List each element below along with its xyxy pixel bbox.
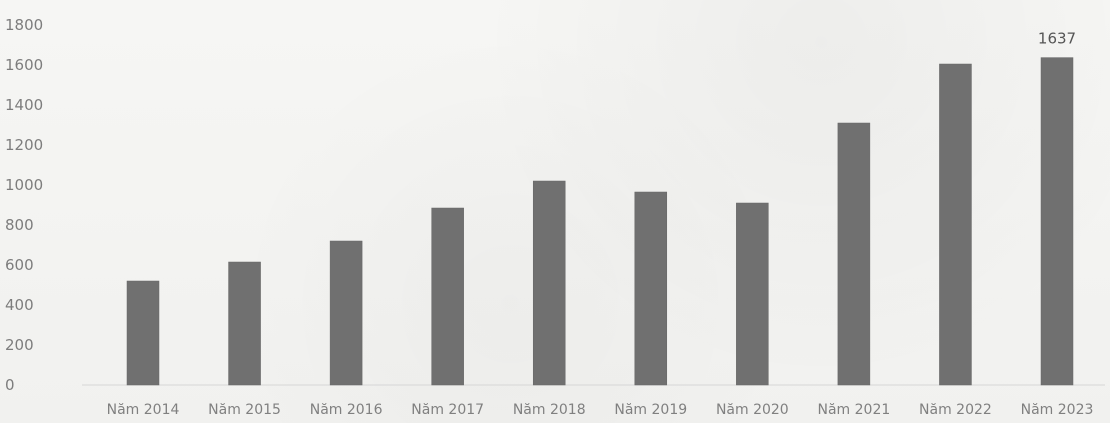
x-tick-label: Năm 2021 (817, 402, 890, 418)
y-tick-label: 1800 (5, 16, 43, 34)
bar (837, 122, 871, 386)
bar (939, 63, 972, 386)
data-labels-group: 1637 (1038, 30, 1076, 48)
x-tick-label: Năm 2018 (513, 402, 586, 418)
x-axis-labels: Năm 2014 Năm 2015 Năm 2016 Năm 2017 Năm 2018… (107, 402, 1094, 418)
bar (532, 180, 566, 386)
bars-group (126, 57, 1074, 386)
bar (1040, 57, 1074, 386)
y-tick-label: 0 (5, 376, 15, 394)
bar (634, 191, 668, 386)
y-tick-label: 200 (5, 336, 34, 354)
x-tick-label: Năm 2020 (716, 402, 789, 418)
x-tick-label: Năm 2019 (614, 402, 687, 418)
y-tick-label: 600 (5, 256, 34, 274)
y-tick-label: 1200 (5, 136, 43, 154)
data-label: 1637 (1038, 30, 1076, 48)
y-tick-label: 800 (5, 216, 34, 234)
bar (329, 240, 363, 386)
bar (736, 202, 769, 386)
y-tick-label: 1000 (5, 176, 43, 194)
y-tick-label: 400 (5, 296, 34, 314)
x-tick-label: Năm 2014 (107, 402, 180, 418)
bar (431, 207, 464, 386)
x-tick-label: Năm 2023 (1021, 402, 1094, 418)
y-tick-label: 1600 (5, 56, 43, 74)
bar (228, 261, 261, 386)
x-tick-label: Năm 2015 (208, 402, 281, 418)
x-tick-label: Năm 2017 (411, 402, 484, 418)
y-tick-label: 1400 (5, 96, 43, 114)
bar (126, 280, 160, 386)
y-axis-ticks: 0 200 400 600 800 1000 1200 1400 1600 1800 (5, 16, 43, 394)
x-tick-label: Năm 2022 (919, 402, 992, 418)
x-tick-label: Năm 2016 (310, 402, 383, 418)
